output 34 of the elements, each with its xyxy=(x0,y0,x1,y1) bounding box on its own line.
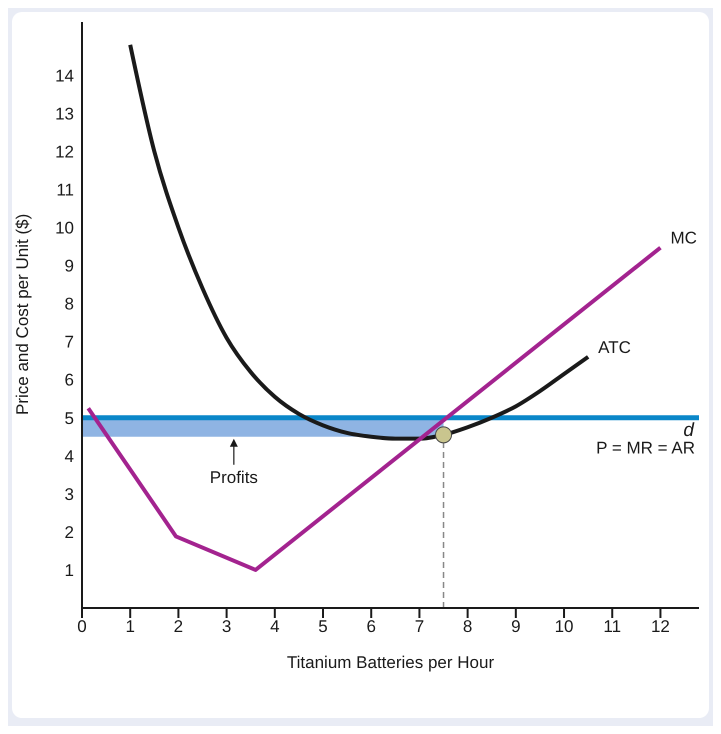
x-tick-label: 7 xyxy=(414,617,424,636)
y-tick-label: 11 xyxy=(56,180,74,200)
y-tick-label: 7 xyxy=(64,332,74,352)
x-tick-label: 11 xyxy=(603,617,622,636)
x-tick-label: 8 xyxy=(462,617,472,636)
y-tick-label: 12 xyxy=(55,142,74,162)
y-tick-label: 6 xyxy=(64,370,74,390)
x-tick-label: 5 xyxy=(318,617,328,636)
y-tick-label: 10 xyxy=(55,218,74,238)
y-tick-label: 2 xyxy=(64,522,74,542)
y-axis-title: Price and Cost per Unit ($) xyxy=(13,214,32,415)
y-tick-label: 3 xyxy=(64,484,74,504)
x-tick-label: 1 xyxy=(125,617,135,636)
y-tick-label: 5 xyxy=(64,408,74,428)
y-tick-label: 8 xyxy=(64,294,74,314)
x-tick-label: 0 xyxy=(77,617,87,636)
x-tick-label: 12 xyxy=(650,617,670,636)
x-tick-label: 9 xyxy=(511,617,521,636)
y-tick-label: 1 xyxy=(64,560,74,580)
annotation: P = MR = AR xyxy=(596,438,695,458)
x-tick-label: 4 xyxy=(270,617,280,636)
y-tick-label: 14 xyxy=(55,66,74,86)
x-tick-label: 3 xyxy=(222,617,232,636)
x-axis-title: Titanium Batteries per Hour xyxy=(286,653,494,672)
series-label: ATC xyxy=(598,338,631,357)
y-tick-label: 4 xyxy=(64,446,74,466)
y-tick-label: 9 xyxy=(64,256,74,276)
annotation: Profits xyxy=(210,468,258,487)
x-tick-label: 6 xyxy=(366,617,376,636)
series-label: MC xyxy=(670,228,697,248)
x-tick-label: 10 xyxy=(554,617,574,636)
ref-line-label: d xyxy=(683,420,696,442)
y-tick-label: 13 xyxy=(55,104,74,124)
x-tick-label: 2 xyxy=(174,617,184,636)
